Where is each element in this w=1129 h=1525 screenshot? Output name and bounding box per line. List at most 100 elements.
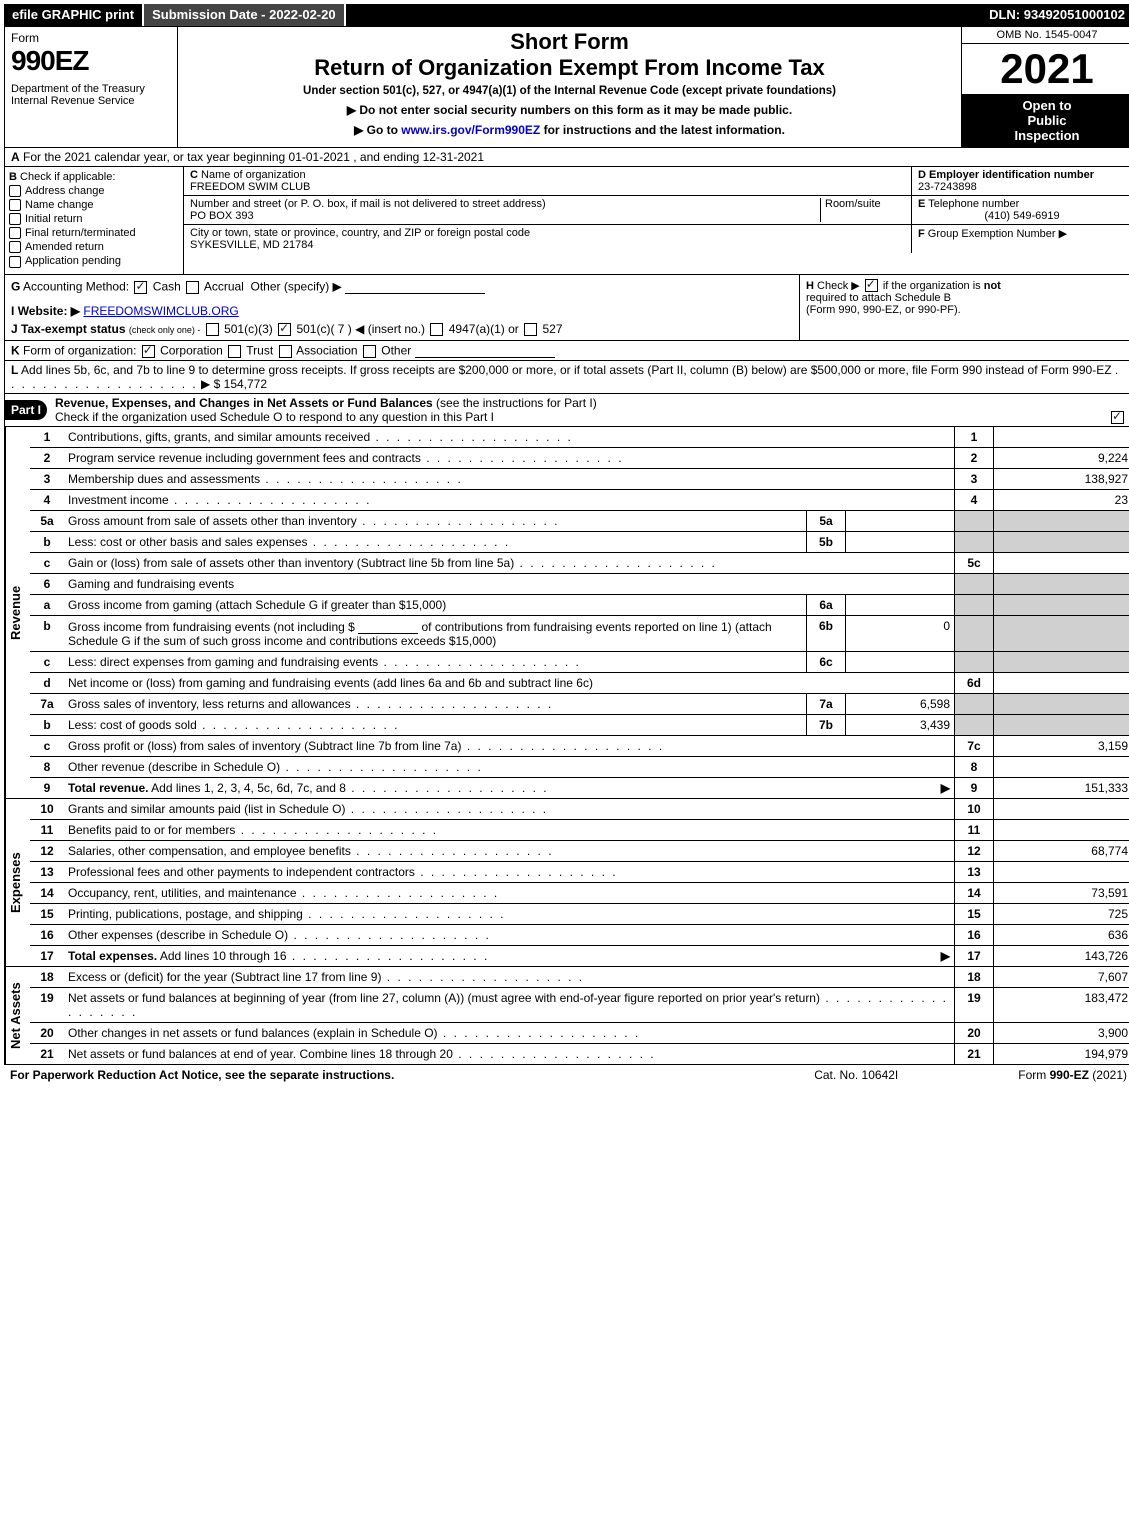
line-4-box: 4 xyxy=(955,490,994,511)
line-17-arrow: ▶ xyxy=(941,949,950,963)
check-cash[interactable] xyxy=(134,281,147,294)
check-final-return[interactable]: Final return/terminated xyxy=(9,227,179,239)
telephone-label: Telephone number xyxy=(928,198,1019,210)
line-10-box: 10 xyxy=(955,799,994,820)
part1-check-text: Check if the organization used Schedule … xyxy=(55,410,494,424)
line-13-val xyxy=(994,862,1129,883)
dept-treasury: Department of the Treasury xyxy=(11,83,171,95)
other-specify-field[interactable] xyxy=(345,279,485,294)
line-6c-box-shaded xyxy=(955,652,994,673)
line-5b-num: b xyxy=(30,532,64,553)
section-h: H Check ▶ if the organization is not req… xyxy=(799,275,1129,340)
line-18: 18Excess or (deficit) for the year (Subt… xyxy=(30,967,1129,988)
check-other-org[interactable] xyxy=(363,345,376,358)
line-17: 17Total expenses. Add lines 10 through 1… xyxy=(30,946,1129,967)
tax-year: 2021 xyxy=(962,44,1129,94)
line-5b-desc: Less: cost or other basis and sales expe… xyxy=(68,535,307,549)
line-6-num: 6 xyxy=(30,574,64,595)
revenue-table: 1 Contributions, gifts, grants, and simi… xyxy=(30,427,1129,798)
line-4: 4 Investment income 4 23 xyxy=(30,490,1129,511)
line-20-num: 20 xyxy=(30,1023,64,1044)
line-6b-desc1: Gross income from fundraising events (no… xyxy=(68,620,355,634)
form-word: Form xyxy=(11,31,171,45)
line-17-desc2: Add lines 10 through 16 xyxy=(157,949,286,963)
line-20-desc: Other changes in net assets or fund bala… xyxy=(68,1026,438,1040)
section-l-label: L xyxy=(11,363,18,377)
check-corporation[interactable] xyxy=(142,345,155,358)
check-association[interactable] xyxy=(279,345,292,358)
line-6c: c Less: direct expenses from gaming and … xyxy=(30,652,1129,673)
line-6b-mval: 0 xyxy=(846,616,955,652)
line-7b-mval: 3,439 xyxy=(846,715,955,736)
line-19-box: 19 xyxy=(955,988,994,1023)
line-7c-desc: Gross profit or (loss) from sales of inv… xyxy=(68,739,461,753)
line-7c-num: c xyxy=(30,736,64,757)
line-11-val xyxy=(994,820,1129,841)
check-address-change[interactable]: Address change xyxy=(9,185,179,197)
group-exemption-arrow: ▶ xyxy=(1059,228,1067,240)
dln-prefix: DLN: xyxy=(989,7,1020,22)
line-5b-val-shaded xyxy=(994,532,1129,553)
check-schedule-b-not-required[interactable] xyxy=(865,279,878,292)
opt-4947: 4947(a)(1) or xyxy=(449,322,519,336)
check-name-change[interactable]: Name change xyxy=(9,199,179,211)
other-org-field[interactable] xyxy=(415,343,555,358)
line-7c-val: 3,159 xyxy=(994,736,1129,757)
section-h-text2: if the organization is xyxy=(883,280,984,292)
check-501c3[interactable] xyxy=(206,323,219,336)
line-18-desc: Excess or (deficit) for the year (Subtra… xyxy=(68,970,381,984)
check-trust[interactable] xyxy=(228,345,241,358)
short-form-title: Short Form xyxy=(182,29,957,55)
section-h-text3: required to attach Schedule B xyxy=(806,292,951,304)
line-10-desc: Grants and similar amounts paid (list in… xyxy=(68,802,345,816)
header-left-cell: Form 990EZ Department of the Treasury In… xyxy=(5,27,178,147)
section-i: I Website: ▶ FREEDOMSWIMCLUB.ORG xyxy=(11,304,793,318)
section-b: B Check if applicable: Address change Na… xyxy=(5,167,184,274)
line-18-val: 7,607 xyxy=(994,967,1129,988)
check-501c[interactable] xyxy=(278,323,291,336)
line-6a: a Gross income from gaming (attach Sched… xyxy=(30,595,1129,616)
line-6: 6 Gaming and fundraising events xyxy=(30,574,1129,595)
line-1: 1 Contributions, gifts, grants, and simi… xyxy=(30,427,1129,448)
irs-link[interactable]: www.irs.gov/Form990EZ xyxy=(401,123,540,137)
check-initial-return[interactable]: Initial return xyxy=(9,213,179,225)
check-4947[interactable] xyxy=(430,323,443,336)
line-6c-desc: Less: direct expenses from gaming and fu… xyxy=(68,655,378,669)
footer-paperwork-notice: For Paperwork Reduction Act Notice, see … xyxy=(10,1068,814,1082)
opt-corporation: Corporation xyxy=(160,344,223,358)
cash-label: Cash xyxy=(153,279,181,293)
tax-exempt-note: (check only one) - xyxy=(129,325,201,335)
line-10: 10 Grants and similar amounts paid (list … xyxy=(30,799,1129,820)
line-6d-desc: Net income or (loss) from gaming and fun… xyxy=(68,676,593,690)
line-12-val: 68,774 xyxy=(994,841,1129,862)
line-9-box: 9 xyxy=(955,778,994,799)
section-i-label: I xyxy=(11,304,14,318)
check-527[interactable] xyxy=(524,323,537,336)
line-8-num: 8 xyxy=(30,757,64,778)
line-5c-val xyxy=(994,553,1129,574)
line-16: 16Other expenses (describe in Schedule O… xyxy=(30,925,1129,946)
check-accrual[interactable] xyxy=(186,281,199,294)
check-schedule-o-part1[interactable] xyxy=(1111,411,1124,424)
line-10-val xyxy=(994,799,1129,820)
line-14-val: 73,591 xyxy=(994,883,1129,904)
header-right-cell: OMB No. 1545-0047 2021 Open to Public In… xyxy=(961,27,1129,147)
line-6b-blank[interactable] xyxy=(358,619,418,634)
subtitle: Under section 501(c), 527, or 4947(a)(1)… xyxy=(182,85,957,97)
line-9-arrow: ▶ xyxy=(941,781,950,795)
line-11-num: 11 xyxy=(30,820,64,841)
section-h-label: H xyxy=(806,280,814,292)
website-link[interactable]: FREEDOMSWIMCLUB.ORG xyxy=(83,304,238,318)
footer-form-year: (2021) xyxy=(1089,1068,1127,1082)
line-5c-box: 5c xyxy=(955,553,994,574)
efile-print-label[interactable]: efile GRAPHIC print xyxy=(4,4,144,26)
line-6a-mval xyxy=(846,595,955,616)
check-amended-return[interactable]: Amended return xyxy=(9,241,179,253)
open-line3: Inspection xyxy=(966,128,1128,143)
section-e-label: E xyxy=(918,198,925,210)
line-6d-num: d xyxy=(30,673,64,694)
check-application-pending[interactable]: Application pending xyxy=(9,255,179,267)
line-6a-box-shaded xyxy=(955,595,994,616)
footer-form-prefix: Form xyxy=(1018,1068,1049,1082)
line-6c-mbox: 6c xyxy=(807,652,846,673)
